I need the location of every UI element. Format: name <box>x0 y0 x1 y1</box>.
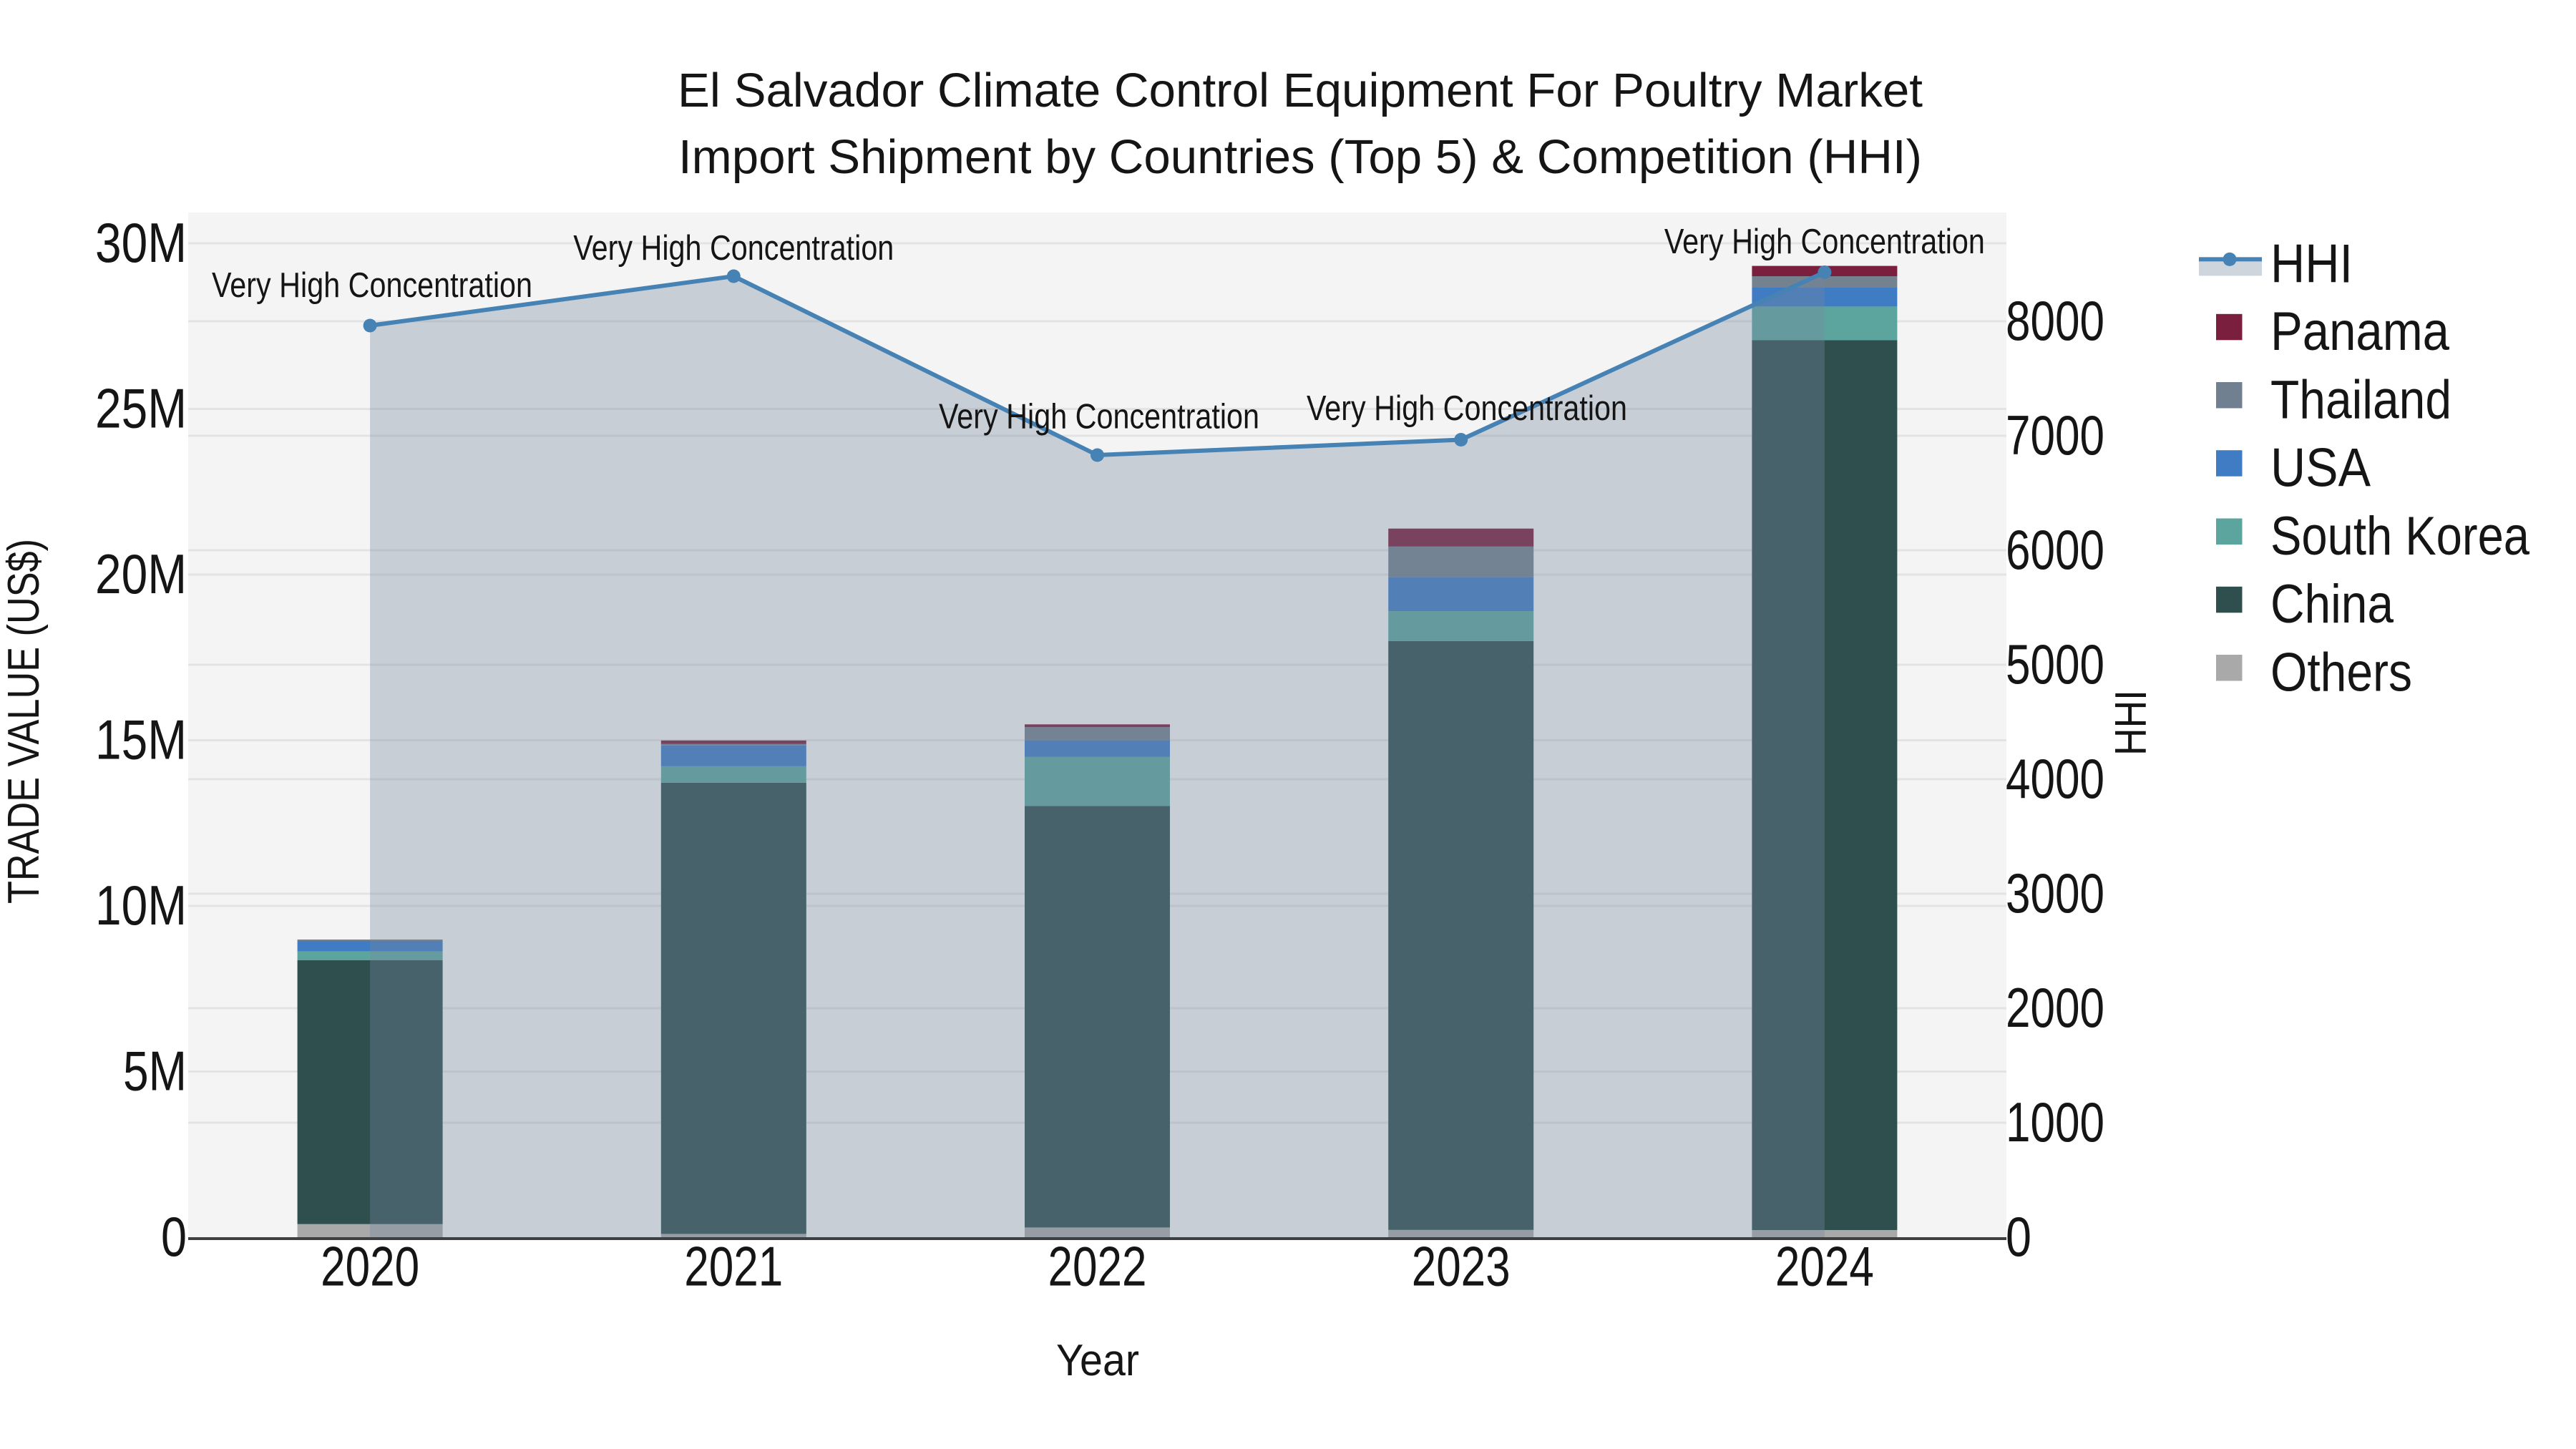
svg-text:2020: 2020 <box>321 1235 419 1298</box>
svg-text:8000: 8000 <box>2006 289 2104 352</box>
svg-text:6000: 6000 <box>2006 518 2104 581</box>
svg-text:30M: 30M <box>95 211 187 274</box>
svg-text:HHI: HHI <box>2270 233 2353 294</box>
svg-text:China: China <box>2270 574 2394 635</box>
svg-text:2021: 2021 <box>684 1235 783 1298</box>
svg-text:25M: 25M <box>95 377 187 440</box>
svg-text:2024: 2024 <box>1775 1235 1874 1298</box>
svg-text:4000: 4000 <box>2006 747 2104 810</box>
svg-text:7000: 7000 <box>2006 404 2104 467</box>
svg-text:3000: 3000 <box>2006 862 2104 924</box>
svg-text:Thailand: Thailand <box>2270 369 2451 430</box>
svg-text:5M: 5M <box>123 1040 187 1103</box>
svg-text:Very High Concentration: Very High Concentration <box>939 398 1259 436</box>
svg-text:USA: USA <box>2270 438 2371 499</box>
svg-text:2023: 2023 <box>1412 1235 1511 1298</box>
svg-text:Very High Concentration: Very High Concentration <box>212 266 532 305</box>
svg-text:15M: 15M <box>95 708 187 771</box>
svg-text:Panama: Panama <box>2270 301 2450 362</box>
svg-text:20M: 20M <box>95 542 187 605</box>
svg-text:10M: 10M <box>95 874 187 937</box>
svg-text:TRADE VALUE (US$): TRADE VALUE (US$) <box>0 539 49 904</box>
svg-text:2000: 2000 <box>2006 976 2104 1039</box>
svg-text:0: 0 <box>161 1205 187 1268</box>
svg-text:Year: Year <box>1056 1336 1139 1385</box>
svg-text:Very High Concentration: Very High Concentration <box>573 229 894 268</box>
svg-text:HHI: HHI <box>2107 690 2156 756</box>
svg-text:Very High Concentration: Very High Concentration <box>1664 223 1985 261</box>
svg-text:Very High Concentration: Very High Concentration <box>1307 389 1627 428</box>
svg-text:El Salvador Climate Control Eq: El Salvador Climate Control Equipment Fo… <box>678 64 1923 117</box>
svg-text:Import Shipment by Countries (: Import Shipment by Countries (Top 5) & C… <box>678 130 1922 184</box>
svg-text:2022: 2022 <box>1048 1235 1147 1298</box>
svg-text:1000: 1000 <box>2006 1091 2104 1153</box>
svg-text:South Korea: South Korea <box>2270 506 2530 567</box>
svg-text:5000: 5000 <box>2006 633 2104 696</box>
svg-text:Others: Others <box>2270 642 2412 703</box>
svg-text:0: 0 <box>2006 1205 2031 1268</box>
